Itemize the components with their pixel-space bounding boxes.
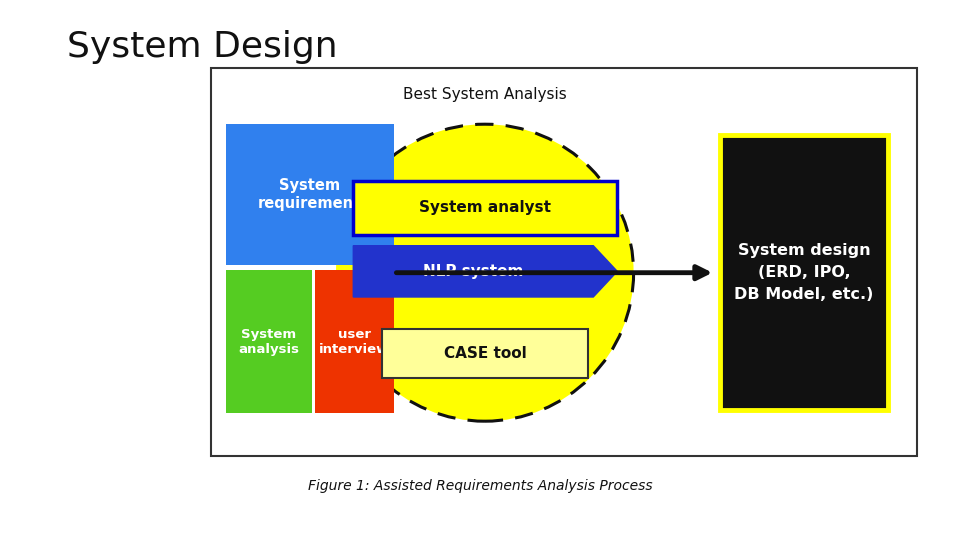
Ellipse shape (336, 124, 634, 421)
Text: System
requirement: System requirement (258, 178, 361, 211)
Bar (720, 135, 888, 410)
Bar (226, 270, 312, 413)
Bar (226, 124, 394, 265)
Text: System analyst: System analyst (420, 200, 551, 215)
Text: user
interview: user interview (319, 328, 390, 355)
Text: System Design: System Design (67, 30, 338, 64)
Bar (211, 68, 917, 456)
Text: NLP system: NLP system (423, 264, 523, 279)
Text: Best System Analysis: Best System Analysis (403, 87, 566, 102)
Bar (315, 270, 394, 413)
Text: System design
(ERD, IPO,
DB Model, etc.): System design (ERD, IPO, DB Model, etc.) (734, 243, 874, 302)
Bar (382, 329, 588, 378)
Text: CASE tool: CASE tool (444, 346, 527, 361)
Bar (353, 181, 617, 235)
Text: Figure 1: Assisted Requirements Analysis Process: Figure 1: Assisted Requirements Analysis… (308, 479, 652, 493)
Polygon shape (353, 246, 617, 297)
Text: System
analysis: System analysis (238, 328, 300, 355)
